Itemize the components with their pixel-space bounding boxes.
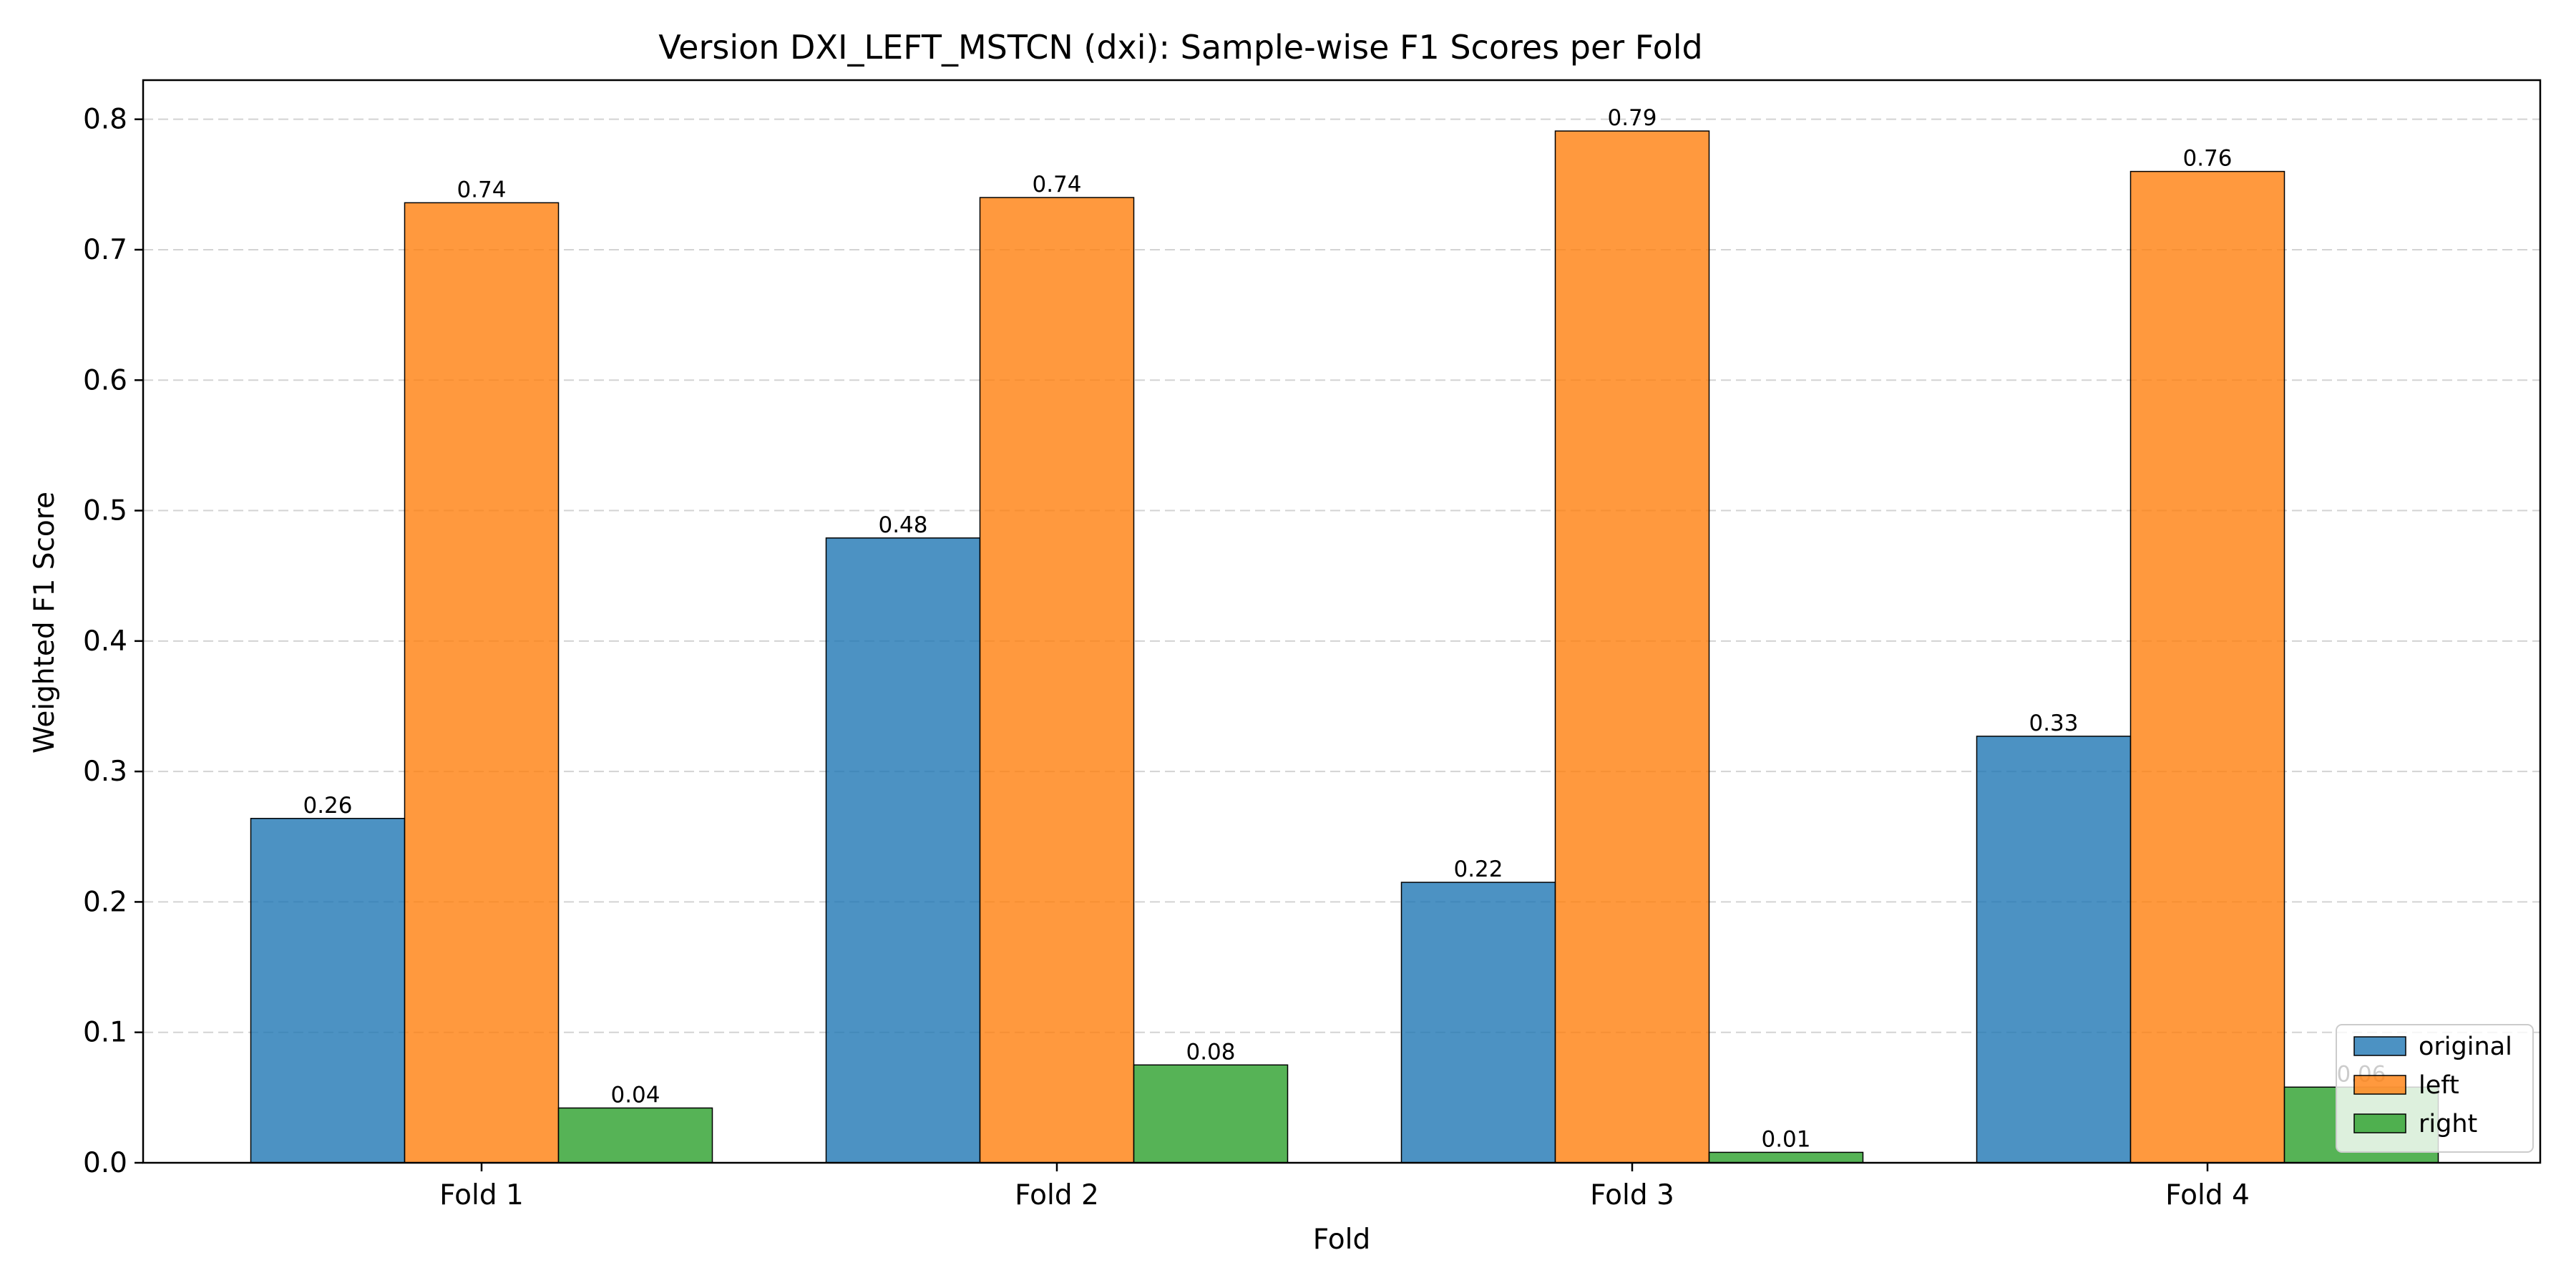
bar-original-3 — [1400, 882, 1556, 1163]
bar-left-3 — [1554, 130, 1710, 1163]
bar-original-4 — [1976, 736, 2132, 1163]
legend-items: original left right — [2353, 1033, 2512, 1138]
data-label-right-2: 0.08 — [1186, 1039, 1235, 1065]
data-labels: 0.26 0.48 0.22 0.33 0.74 0.74 0.79 0.76 0.04 0.08… — [303, 105, 2386, 1152]
bar-original-2 — [825, 537, 981, 1163]
bar-left-1 — [404, 202, 560, 1163]
data-label-left-3: 0.79 — [1607, 105, 1657, 131]
x-tick-label: Fold 2 — [1015, 1179, 1099, 1211]
data-label-original-2: 0.48 — [878, 512, 927, 538]
bars — [250, 130, 2439, 1163]
legend-swatch-left — [2353, 1075, 2406, 1095]
y-tick-label: 0.6 — [83, 364, 127, 396]
y-tick-label: 0.7 — [83, 234, 127, 266]
data-label-left-1: 0.74 — [457, 177, 506, 203]
legend-label-right: right — [2419, 1110, 2477, 1138]
bar-right-1 — [557, 1107, 713, 1163]
bar-right-3 — [1708, 1151, 1864, 1163]
y-tick-label: 0.8 — [83, 104, 127, 136]
x-tick-label: Fold 1 — [439, 1179, 524, 1211]
bar-left-4 — [2129, 170, 2285, 1163]
bar-right-2 — [1133, 1064, 1289, 1163]
data-label-original-3: 0.22 — [1453, 857, 1503, 882]
y-tick-label: 0.2 — [83, 886, 127, 918]
bar-left-2 — [979, 197, 1135, 1163]
legend-swatch-original — [2353, 1036, 2406, 1056]
y-tick-label: 0.0 — [83, 1147, 127, 1179]
data-label-original-1: 0.26 — [303, 793, 352, 819]
legend-label-left: left — [2419, 1071, 2459, 1100]
y-tick-label: 0.3 — [83, 756, 127, 788]
y-axis-label: Weighted F1 Score — [29, 492, 61, 753]
x-tick-label: Fold 3 — [1590, 1179, 1674, 1211]
data-label-original-4: 0.33 — [2029, 711, 2078, 736]
data-label-left-4: 0.76 — [2182, 146, 2232, 172]
x-tick-label: Fold 4 — [2165, 1179, 2250, 1211]
plot-frame — [142, 79, 2542, 1164]
x-axis: Fold 1 Fold 2 Fold 3 Fold 4 — [439, 1163, 2250, 1211]
legend-label-original: original — [2419, 1033, 2512, 1061]
y-tick-label: 0.5 — [83, 495, 127, 527]
data-label-left-2: 0.74 — [1032, 172, 1081, 197]
y-axis: 0.0 0.1 0.2 0.3 0.4 0.5 0.6 0.7 0.8 — [83, 104, 143, 1179]
chart-title: Version DXI_LEFT_MSTCN (dxi): Sample-wis… — [658, 28, 1703, 67]
data-label-right-3: 0.01 — [1761, 1126, 1810, 1152]
x-axis-label: Fold — [1313, 1224, 1371, 1256]
y-tick-label: 0.4 — [83, 625, 127, 658]
legend: original left right — [2336, 1024, 2534, 1153]
data-label-right-1: 0.04 — [610, 1082, 660, 1108]
legend-swatch-right — [2353, 1113, 2406, 1133]
bar-original-1 — [250, 818, 406, 1163]
y-tick-label: 0.1 — [83, 1017, 127, 1049]
